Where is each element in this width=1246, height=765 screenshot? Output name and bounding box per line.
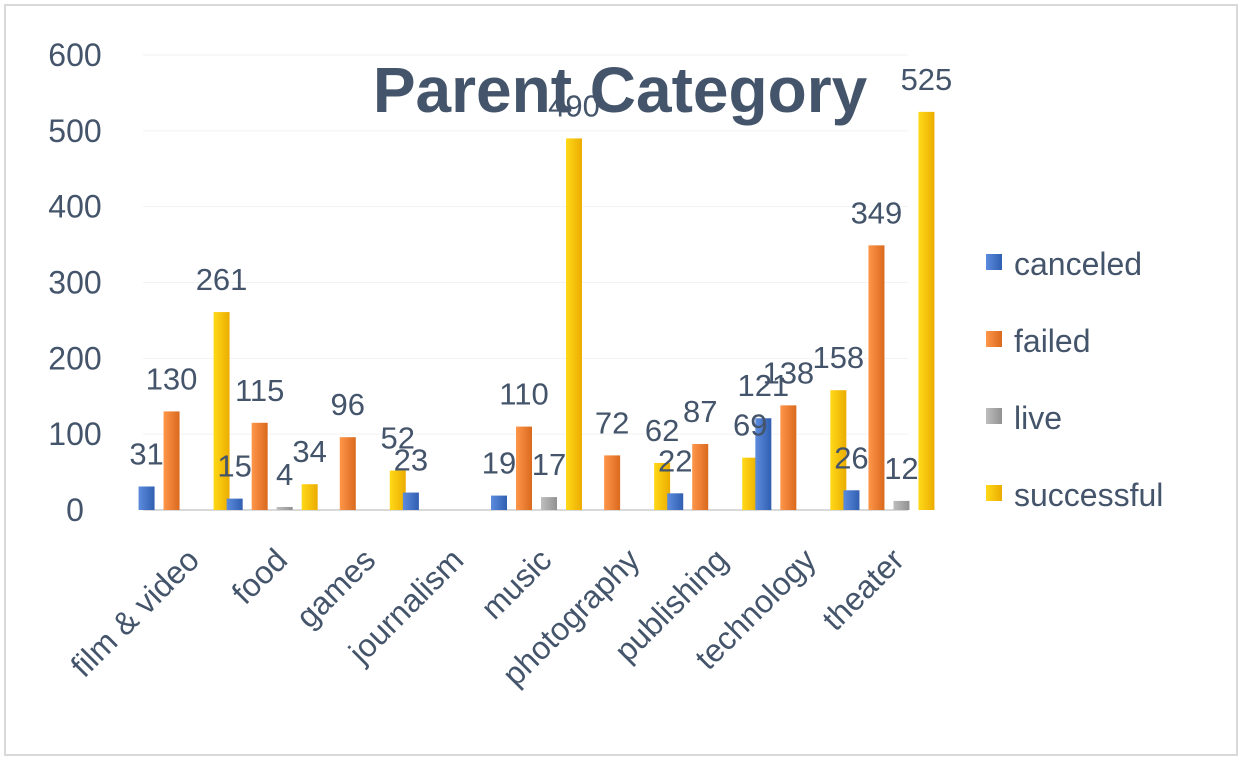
bar-successful [918, 111, 935, 510]
data-label: 22 [658, 443, 692, 478]
x-tick-label: food [225, 541, 294, 610]
bar-failed [604, 455, 621, 510]
data-label: 17 [532, 447, 566, 482]
data-label: 349 [851, 195, 903, 230]
bar-live [276, 506, 293, 510]
bar-failed [251, 422, 268, 510]
data-label: 490 [548, 88, 600, 123]
bar-canceled [755, 418, 772, 510]
bar-successful [830, 390, 847, 510]
bar-successful [389, 470, 406, 510]
bar-successful [213, 312, 230, 510]
data-label: 31 [129, 436, 163, 471]
bar-canceled [226, 498, 243, 510]
bar-successful [742, 457, 759, 510]
bar-canceled [843, 490, 860, 510]
data-label: 130 [146, 361, 198, 396]
data-label: 138 [762, 355, 814, 390]
data-label: 87 [683, 394, 717, 429]
data-label: 62 [645, 413, 679, 448]
data-label: 23 [394, 443, 428, 478]
legend-swatch-failed [986, 331, 1002, 347]
bar-canceled [138, 486, 155, 510]
bar-failed [339, 437, 356, 510]
data-label: 15 [217, 449, 251, 484]
data-label: 69 [733, 408, 767, 443]
data-label: 72 [595, 405, 629, 440]
y-tick-label: 500 [48, 113, 101, 149]
bar-failed [163, 411, 180, 510]
y-tick-label: 400 [48, 189, 101, 225]
data-label: 26 [834, 440, 868, 475]
bar-successful [301, 484, 318, 510]
data-label: 96 [331, 387, 365, 422]
data-label: 19 [482, 446, 516, 481]
data-label: 110 [499, 377, 548, 412]
bar-canceled [667, 493, 684, 510]
bar-failed [692, 444, 709, 510]
bar-failed [868, 245, 885, 510]
data-label: 12 [884, 451, 918, 486]
legend-label-failed: failed [1014, 323, 1091, 359]
x-tick-label: music [474, 541, 559, 626]
bar-failed [516, 426, 532, 510]
y-tick-label: 100 [48, 416, 101, 452]
bar-successful [566, 138, 582, 510]
bar-live [893, 500, 910, 510]
x-tick-label: theater [815, 541, 911, 637]
bar-failed [780, 405, 797, 510]
legend-swatch-canceled [986, 254, 1002, 270]
data-label: 121 [737, 368, 789, 403]
y-tick-label: 300 [48, 265, 101, 301]
bar-canceled [402, 492, 419, 510]
data-label: 52 [381, 421, 415, 456]
legend-swatch-live [986, 408, 1002, 424]
data-label: 158 [812, 340, 864, 375]
data-label: 261 [196, 262, 248, 297]
data-label: 525 [901, 62, 953, 97]
bar-canceled [491, 495, 507, 510]
chart-frame [4, 4, 1238, 756]
legend-label-canceled: canceled [1014, 246, 1142, 282]
data-label: 34 [292, 434, 326, 469]
y-tick-label: 0 [66, 492, 84, 528]
bar-successful [654, 462, 671, 510]
legend-label-live: live [1014, 400, 1062, 436]
legend-swatch-successful [986, 485, 1002, 501]
data-label: 115 [235, 373, 284, 408]
data-label: 4 [276, 457, 293, 492]
y-tick-label: 200 [48, 340, 101, 376]
bar-live [541, 497, 557, 510]
chart-title: Parent Category [373, 54, 868, 126]
y-tick-label: 600 [48, 37, 101, 73]
x-tick-label: film & video [64, 541, 206, 683]
legend-label-successful: successful [1014, 477, 1163, 513]
